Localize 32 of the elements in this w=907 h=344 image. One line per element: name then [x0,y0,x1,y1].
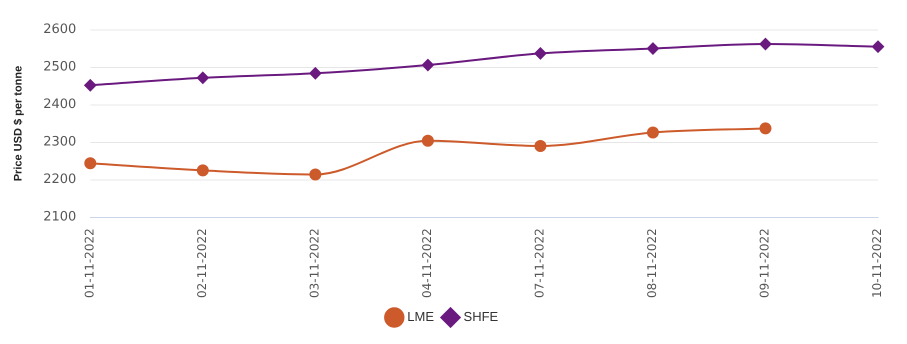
legend-label: SHFE [464,309,499,324]
y-tick-label: 2500 [43,60,76,75]
point [759,122,772,134]
y-tick-label: 2600 [43,22,76,38]
point [534,47,546,60]
y-tick-label: 2100 [43,210,76,225]
x-tick-label: 03-11-2022 [307,228,322,298]
x-tick-label: 04-11-2022 [420,228,434,298]
point [84,79,96,92]
point [872,40,884,53]
point [196,72,209,84]
point [196,164,209,176]
point [646,126,659,139]
x-tick-label: 02-11-2022 [194,228,209,298]
x-tick-label: 01-11-2022 [82,228,96,298]
x-tick-label: 10-11-2022 [870,228,884,298]
legend-label: LME [407,309,434,324]
point [646,42,659,55]
x-tick-label: 07-11-2022 [532,228,547,298]
x-tick-label: 08-11-2022 [645,228,660,298]
point [422,59,434,72]
point [534,140,546,152]
point [84,157,96,170]
point [759,38,772,50]
y-axis-title: Price USD $ per tonne [12,66,25,182]
y-tick-label: 2200 [43,172,76,188]
point [309,168,322,181]
y-tick-label: 2300 [43,134,76,150]
y-tick-label: 2400 [43,97,76,112]
x-tick-label: 09-11-2022 [758,228,772,298]
point [309,67,322,80]
point [422,134,434,147]
